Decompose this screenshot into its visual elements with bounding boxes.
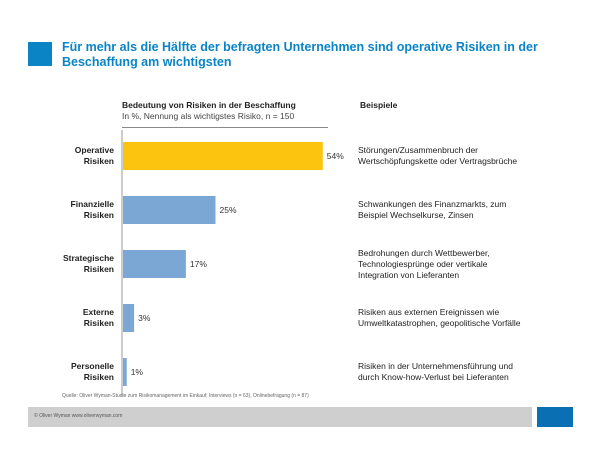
bar-2 bbox=[123, 250, 186, 278]
bar-4 bbox=[123, 358, 127, 386]
category-label-line: Personelle bbox=[71, 361, 114, 371]
chart-header: Bedeutung von Risiken in der Beschaffung… bbox=[122, 100, 296, 122]
bar-1 bbox=[123, 196, 216, 224]
footer-bar bbox=[28, 407, 532, 427]
example-line: Technologiesprünge oder vertikale bbox=[358, 258, 488, 269]
bar-value-label-2: 17% bbox=[190, 259, 207, 269]
category-label-line: Risiken bbox=[83, 318, 114, 328]
example-line: Wertschöpfungskette oder Vertragsbrüche bbox=[358, 156, 518, 166]
examples-header: Beispiele bbox=[360, 100, 398, 110]
example-line: Umweltkatastrophen, geopolitische Vorfäl… bbox=[358, 318, 521, 328]
example-2: Bedrohungen durch Wettbewerber, Technolog… bbox=[358, 248, 568, 281]
source-note: Quelle: Oliver Wyman-Studie zum Risikoma… bbox=[62, 393, 309, 399]
chart-title: Bedeutung von Risiken in der Beschaffung bbox=[122, 100, 296, 110]
category-label-line: Risiken bbox=[83, 264, 114, 274]
example-line: durch Know-how-Verlust bei Lieferanten bbox=[358, 372, 509, 382]
category-label-line: Risiken bbox=[83, 372, 114, 382]
category-label-0: Operative Risiken bbox=[4, 145, 114, 167]
bar-value-label-1: 25% bbox=[220, 205, 237, 215]
example-line: Beispiel Wechselkurse, Zinsen bbox=[358, 210, 474, 220]
title-accent-square bbox=[28, 42, 52, 66]
bar-0 bbox=[123, 142, 323, 170]
category-label-line: Strategische bbox=[62, 253, 114, 263]
example-line: Störungen/Zusammenbruch der bbox=[358, 145, 479, 155]
example-line: Risiken aus externen Ereignissen wie bbox=[358, 307, 500, 317]
example-line: Risiken in der Unternehmensführung und bbox=[358, 361, 513, 371]
category-label-line: Finanzielle bbox=[70, 199, 114, 209]
category-label-4: Personelle Risiken bbox=[4, 361, 114, 383]
example-line: Schwankungen des Finanzmarkts, zum bbox=[358, 199, 507, 209]
category-label-1: Finanzielle Risiken bbox=[4, 199, 114, 221]
category-label-line: Risiken bbox=[83, 156, 114, 166]
category-label-line: Operative bbox=[74, 145, 114, 155]
category-label-2: Strategische Risiken bbox=[4, 253, 114, 275]
footer-text: © Oliver Wyman www.oliverwyman.com bbox=[34, 413, 123, 419]
example-3: Risiken aus externen Ereignissen wie Umwe… bbox=[358, 307, 568, 329]
example-line: Integration von Lieferanten bbox=[358, 269, 460, 280]
footer-brand-square bbox=[537, 407, 573, 427]
category-label-line: Externe bbox=[82, 307, 114, 317]
example-line: Bedrohungen durch Wettbewerber, bbox=[358, 247, 490, 258]
example-0: Störungen/Zusammenbruch der Wertschöpfung… bbox=[358, 145, 568, 167]
bar-3 bbox=[123, 304, 135, 332]
category-label-3: Externe Risiken bbox=[4, 307, 114, 329]
chart-top-divider bbox=[122, 127, 328, 128]
bar-value-label-3: 3% bbox=[138, 313, 151, 323]
page-title: Für mehr als die Hälfte der befragten Un… bbox=[62, 40, 538, 69]
example-1: Schwankungen des Finanzmarkts, zum Beispi… bbox=[358, 199, 568, 221]
chart-subtitle: In %, Nennung als wichtigstes Risiko, n … bbox=[122, 111, 295, 121]
example-4: Risiken in der Unternehmensführung und du… bbox=[358, 361, 568, 383]
bar-value-label-4: 1% bbox=[131, 367, 144, 377]
category-label-line: Risiken bbox=[83, 210, 114, 220]
bar-value-label-0: 54% bbox=[327, 151, 344, 161]
